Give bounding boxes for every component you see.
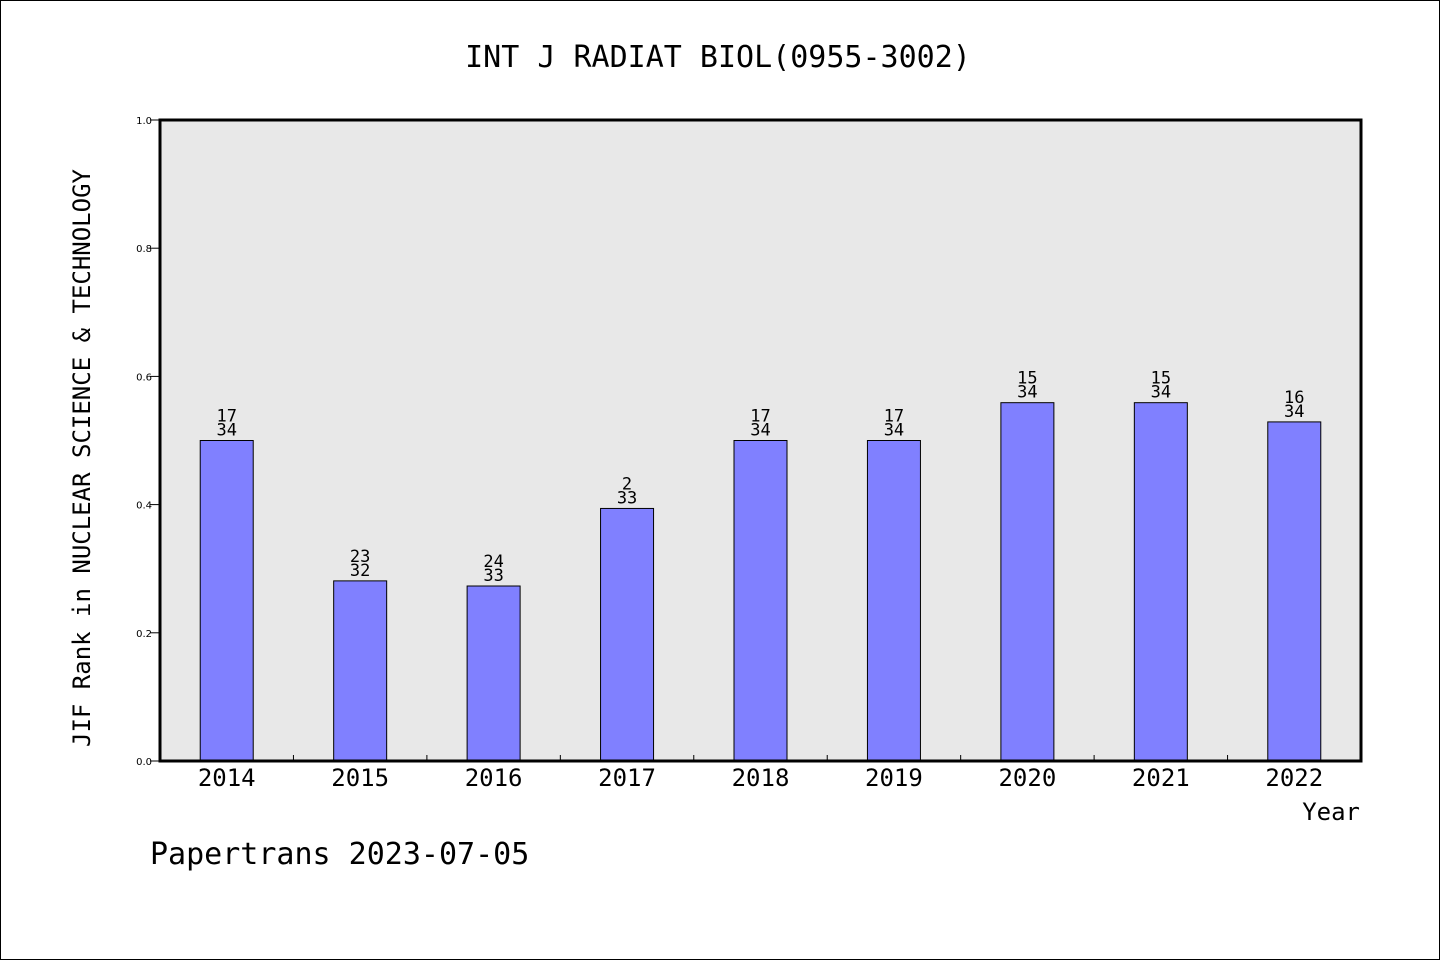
- x-tick-label: 2020: [998, 764, 1056, 792]
- bar-2015: [333, 580, 388, 762]
- x-axis: 2014 2015 2016 2017 2018 2019 2020 2021 2022: [198, 755, 1323, 792]
- bar-total-label: 34: [1017, 383, 1037, 403]
- bar-total-label: 34: [216, 421, 236, 441]
- bar-rank-label: 2: [622, 474, 632, 494]
- bar-rank-label: 17: [750, 407, 770, 427]
- bar-total-label: 34: [750, 421, 770, 441]
- plot-border: [158, 118, 1363, 763]
- bar-rank-label: 15: [1017, 369, 1037, 389]
- y-axis-label: JIF Rank in NUCLEAR SCIENCE & TECHNOLOGY: [68, 168, 96, 747]
- bar-rank-label: 24: [483, 552, 503, 572]
- bar-rank-label: 17: [884, 407, 904, 427]
- x-tick-label: 2022: [1265, 764, 1323, 792]
- bar-total-label: 33: [483, 566, 503, 586]
- bar-total-label: 34: [1151, 383, 1171, 403]
- credit-text: Papertrans 2023-07-05: [150, 837, 529, 872]
- bar-2018: [733, 440, 788, 762]
- x-tick-label: 2021: [1132, 764, 1190, 792]
- bar-2016: [466, 585, 521, 762]
- bar-2020: [1000, 402, 1055, 762]
- bar-2017: [600, 507, 655, 762]
- y-axis: 0.0 0.2 0.4 0.6 0.8 1.0: [136, 116, 160, 768]
- bar-total-label: 33: [617, 488, 637, 508]
- y-tick-label: 0.2: [136, 629, 152, 640]
- x-tick-label: 2018: [732, 764, 790, 792]
- bar-rank-label: 15: [1151, 369, 1171, 389]
- bar-rank-label: 23: [350, 547, 370, 567]
- bar-total-label: 34: [1284, 402, 1304, 422]
- x-tick-label: 2014: [198, 764, 256, 792]
- bar-2014: [199, 440, 254, 762]
- bar-total-label: 34: [884, 421, 904, 441]
- y-tick-label: 0.0: [136, 757, 152, 768]
- x-tick-label: 2015: [331, 764, 389, 792]
- y-tick-label: 0.8: [136, 244, 152, 255]
- bar-total-label: 32: [350, 561, 370, 581]
- y-tick-label: 1.0: [136, 116, 152, 127]
- chart-title: INT J RADIAT BIOL(0955-3002): [465, 40, 971, 75]
- bar-2019: [866, 440, 921, 762]
- y-tick-label: 0.4: [136, 501, 152, 512]
- bar-rank-label: 17: [216, 407, 236, 427]
- bar-rank-label: 16: [1284, 388, 1304, 408]
- x-tick-label: 2019: [865, 764, 923, 792]
- x-tick-label: 2017: [598, 764, 656, 792]
- bar-2022: [1267, 421, 1322, 762]
- x-tick-label: 2016: [465, 764, 523, 792]
- x-axis-label: Year: [1302, 798, 1360, 826]
- bar-2021: [1133, 402, 1188, 762]
- y-tick-label: 0.6: [136, 372, 152, 383]
